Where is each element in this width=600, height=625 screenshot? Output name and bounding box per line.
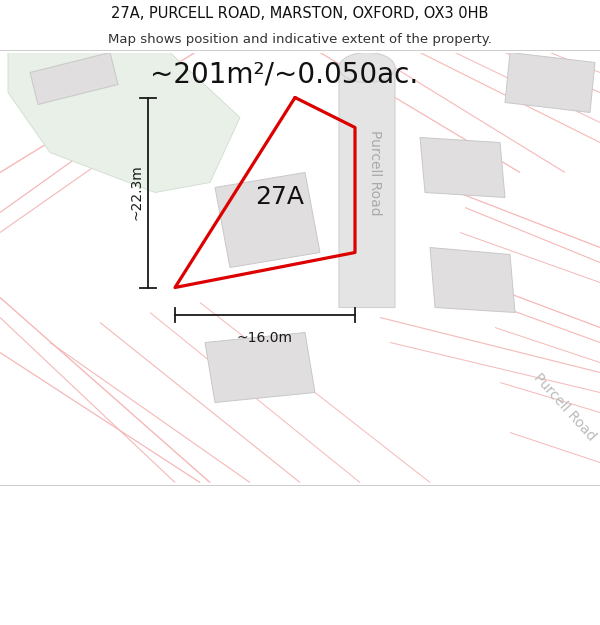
- Polygon shape: [505, 52, 595, 112]
- Text: Map shows position and indicative extent of the property.: Map shows position and indicative extent…: [108, 32, 492, 46]
- Text: ~16.0m: ~16.0m: [237, 331, 293, 344]
- Text: 27A, PURCELL ROAD, MARSTON, OXFORD, OX3 0HB: 27A, PURCELL ROAD, MARSTON, OXFORD, OX3 …: [112, 6, 488, 21]
- Text: Purcell Road: Purcell Road: [531, 371, 599, 444]
- Text: ~201m²/~0.050ac.: ~201m²/~0.050ac.: [150, 61, 418, 89]
- Polygon shape: [420, 138, 505, 198]
- Polygon shape: [205, 332, 315, 402]
- Polygon shape: [430, 248, 515, 312]
- Ellipse shape: [339, 52, 395, 82]
- Text: Purcell Road: Purcell Road: [368, 129, 382, 215]
- Polygon shape: [339, 52, 395, 308]
- Text: ~22.3m: ~22.3m: [129, 164, 143, 221]
- Polygon shape: [30, 52, 118, 104]
- Text: 27A: 27A: [256, 186, 305, 209]
- Polygon shape: [8, 52, 240, 192]
- Polygon shape: [215, 173, 320, 268]
